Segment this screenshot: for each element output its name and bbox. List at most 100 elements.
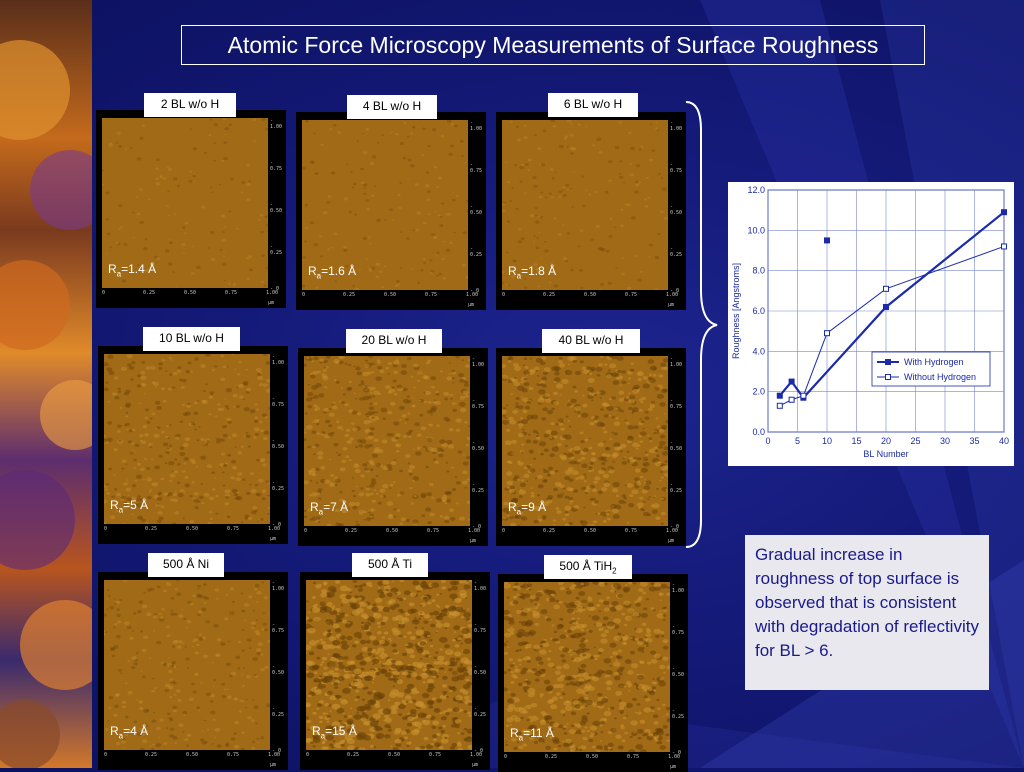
afm-y-tick: - 1.00 xyxy=(270,118,283,130)
afm-panel: Ra=11 Å- 1.00- 0.75- 0.50- 0.25- 0 0 0.25 0… xyxy=(498,574,688,772)
afm-x-tick: 1.00 xyxy=(666,292,679,298)
afm-x-tick: 0.50 xyxy=(584,292,597,298)
afm-y-tick: - 0 xyxy=(272,748,282,754)
data-point xyxy=(788,378,795,385)
afm-panel: Ra=9 Å - 1.00 - 0.75 - 0.50 - 0.25 - 0 0 0.25 0.… xyxy=(496,348,686,546)
afm-y-tick: - 0.75 xyxy=(272,396,285,408)
afm-y-tick: - 0 xyxy=(670,288,680,294)
afm-x-ticks: 0 0.25 0.50 0.75 1.00 xyxy=(306,752,482,766)
afm-y-tick: - 0 xyxy=(272,522,282,528)
afm-x-tick: 0.75 xyxy=(627,754,640,760)
afm-x-ticks: 0 0.25 0.50 0.75 1.00 xyxy=(302,292,478,306)
afm-unit: µm xyxy=(270,762,277,768)
afm-x-tick: 0.75 xyxy=(425,292,438,298)
y-tick-label: 10.0 xyxy=(747,225,765,235)
afm-x-tick: 0 xyxy=(104,752,108,758)
y-tick-label: 6.0 xyxy=(752,306,765,316)
afm-x-ticks: 0 0.25 0.50 0.75 1.00 xyxy=(502,292,678,306)
afm-y-tick: - 0.25 xyxy=(272,706,285,718)
afm-y-tick: - 1.00 xyxy=(272,580,285,592)
roughness-value: Ra=4 Å xyxy=(110,724,149,741)
afm-x-tick: 0.50 xyxy=(386,528,399,534)
afm-x-tick: 0.25 xyxy=(345,528,358,534)
afm-y-tick: - 0 xyxy=(672,750,682,756)
afm-y-tick: - 0.50 xyxy=(670,440,683,452)
x-tick-label: 0 xyxy=(765,436,770,446)
afm-panel: Ra=1.6 Å - 1.00 - 0.75 - 0.50 - 0.25 - 0 0 0.25… xyxy=(296,112,486,310)
afm-x-ticks: 0 0.25 0.50 0.75 1.00 xyxy=(102,290,278,304)
y-tick-label: 12.0 xyxy=(747,185,765,195)
afm-x-tick: 1.00 xyxy=(268,752,281,758)
afm-image xyxy=(502,356,668,526)
afm-y-tick: - 0.50 xyxy=(672,666,685,678)
afm-y-tick: - 1.00 xyxy=(670,356,683,368)
legend-marker xyxy=(885,359,891,365)
sample-label: 4 BL w/o H xyxy=(347,95,437,119)
afm-x-ticks: 0 0.25 0.50 0.75 1.00 xyxy=(304,528,480,542)
afm-x-tick: 1.00 xyxy=(470,752,483,758)
afm-y-tick: - 0.75 xyxy=(272,622,285,634)
sample-label: 500 Å Ti xyxy=(352,553,428,577)
afm-unit: µm xyxy=(670,764,677,770)
y-tick-label: 4.0 xyxy=(752,346,765,356)
afm-x-tick: 1.00 xyxy=(666,528,679,534)
afm-image xyxy=(104,580,270,750)
afm-y-ticks: - 1.00 - 0.75 - 0.50 - 0.25 - 0 xyxy=(268,118,286,292)
afm-y-tick: - 0 xyxy=(472,524,482,530)
afm-y-ticks: - 1.00 - 0.75 - 0.50 - 0.25 - 0 xyxy=(468,120,486,294)
roughness-value: Ra=15 Å xyxy=(312,724,357,741)
afm-x-tick: 0.25 xyxy=(145,526,158,532)
afm-image xyxy=(302,120,468,290)
afm-y-tick: - 0.25 xyxy=(670,482,683,494)
afm-unit: µm xyxy=(668,538,675,544)
decorative-sidebar xyxy=(0,0,92,768)
afm-x-tick: 0 xyxy=(102,290,106,296)
afm-x-tick: 0.50 xyxy=(384,292,397,298)
afm-y-ticks: - 1.00 - 0.75 - 0.50 - 0.25 - 0 xyxy=(472,580,490,754)
afm-image xyxy=(306,580,472,750)
sample-label: 500 Å Ni xyxy=(148,553,224,577)
afm-y-tick: - 1.00 xyxy=(272,354,285,366)
afm-x-tick: 0.75 xyxy=(227,752,240,758)
afm-x-tick: 0 xyxy=(502,528,506,534)
data-point xyxy=(883,285,889,292)
afm-image xyxy=(504,582,670,752)
roughness-value: Ra=5 Å xyxy=(110,498,149,515)
page-title: Atomic Force Microscopy Measurements of … xyxy=(181,25,925,65)
afm-x-tick: 0.50 xyxy=(186,752,199,758)
afm-y-tick: - 0.25 xyxy=(474,706,487,718)
afm-y-tick: - 0 xyxy=(670,524,680,530)
roughness-value: Ra=11 Å xyxy=(510,726,554,743)
data-point xyxy=(883,303,889,310)
afm-y-tick: - 1.00 xyxy=(670,120,683,132)
data-point xyxy=(824,237,830,244)
afm-x-tick: 0.25 xyxy=(145,752,158,758)
conclusion-note: Gradual increase in roughness of top sur… xyxy=(745,535,989,690)
afm-x-tick: 0.25 xyxy=(545,754,558,760)
afm-y-tick: - 0 xyxy=(470,288,480,294)
roughness-value: Ra=1.8 Å xyxy=(508,264,557,281)
afm-x-tick: 0.75 xyxy=(225,290,238,296)
afm-x-tick: 0.50 xyxy=(186,526,199,532)
grouping-brace xyxy=(685,101,718,548)
afm-panel: Ra=4 Å - 1.00 - 0.75 - 0.50 - 0.25 - 0 0 0.25 0.… xyxy=(98,572,288,770)
afm-y-ticks: - 1.00 - 0.75 - 0.50 - 0.25 - 0 xyxy=(270,580,288,754)
legend-label: Without Hydrogen xyxy=(904,372,976,382)
afm-y-tick: - 0.25 xyxy=(472,482,485,494)
afm-panel: Ra=15 Å- 1.00- 0.75- 0.50- 0.25- 0 0 0.25 0… xyxy=(300,572,490,770)
roughness-value: Ra=9 Å xyxy=(508,500,547,517)
x-tick-label: 35 xyxy=(969,436,979,446)
afm-y-tick: - 0 xyxy=(474,748,484,754)
afm-y-tick: - 0.25 xyxy=(270,244,283,256)
afm-y-tick: - 0.50 xyxy=(472,440,485,452)
afm-x-tick: 1.00 xyxy=(266,290,279,296)
roughness-value: Ra=7 Å xyxy=(310,500,349,517)
afm-x-tick: 0.25 xyxy=(543,292,556,298)
sample-label: 40 BL w/o H xyxy=(542,329,640,353)
afm-y-ticks: - 1.00 - 0.75 - 0.50 - 0.25 - 0 xyxy=(670,582,688,756)
afm-x-tick: 0.25 xyxy=(343,292,356,298)
afm-x-ticks: 0 0.25 0.50 0.75 1.00 xyxy=(504,754,680,768)
afm-y-tick: - 0.25 xyxy=(670,246,683,258)
afm-x-tick: 0.75 xyxy=(625,292,638,298)
x-tick-label: 25 xyxy=(910,436,920,446)
